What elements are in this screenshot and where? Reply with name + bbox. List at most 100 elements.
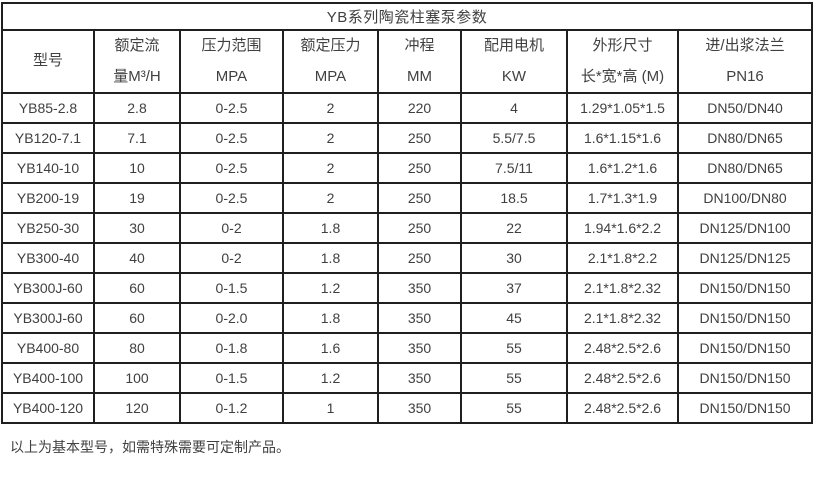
table-cell: 250 — [377, 242, 462, 274]
table-cell: 0-2.5 — [179, 92, 284, 124]
table-cell: 2.1*1.8*2.32 — [566, 302, 679, 334]
table-cell: 10 — [93, 152, 181, 184]
table-cell: 2.1*1.8*2.2 — [566, 242, 679, 274]
table-cell: 250 — [377, 122, 462, 154]
table-cell: 250 — [377, 152, 462, 184]
header-line: 进/出浆法兰 — [705, 37, 785, 54]
table-row: YB300J-60 60 0-1.5 1.2 350 37 2.1*1.8*2.… — [1, 272, 814, 304]
table-cell: 55 — [460, 332, 568, 364]
table-cell: YB250-30 — [1, 212, 95, 244]
page: YB系列陶瓷柱塞泵参数 型号 额定流 量M³/H 压力范围 MPA 额定压力 M… — [0, 2, 814, 455]
table-cell: 45 — [460, 302, 568, 334]
table-cell: 1.2 — [282, 362, 379, 394]
table-cell: DN50/DN40 — [676, 92, 814, 124]
column-header-model: 型号 — [1, 29, 95, 94]
table-cell: YB400-100 — [1, 362, 95, 394]
table-cell: 30 — [460, 242, 568, 274]
table-cell: 55 — [460, 392, 568, 424]
table-cell: DN150/DN150 — [676, 302, 814, 334]
table-cell: 1.29*1.05*1.5 — [566, 92, 679, 124]
table-cell: 350 — [377, 392, 462, 424]
header-line: 量M³/H — [113, 67, 161, 85]
table-cell: 250 — [377, 182, 462, 214]
table-cell: 30 — [93, 212, 181, 244]
table-title: YB系列陶瓷柱塞泵参数 — [0, 2, 814, 31]
table-cell: 22 — [460, 212, 568, 244]
column-header-dimensions: 外形尺寸 长*宽*高 (M) — [566, 29, 679, 94]
table-cell: 2.1*1.8*2.32 — [566, 272, 679, 304]
table-cell: 55 — [460, 362, 568, 394]
table-cell: YB400-120 — [1, 392, 95, 424]
table-cell: 120 — [93, 392, 181, 424]
table-cell: 1.6*1.2*1.6 — [566, 152, 679, 184]
table-cell: 220 — [377, 92, 462, 124]
table-row: YB140-10 10 0-2.5 2 250 7.5/11 1.6*1.2*1… — [1, 152, 814, 184]
table-cell: 2.48*2.5*2.6 — [566, 392, 679, 424]
column-header-rated-pressure: 额定压力 MPA — [282, 29, 379, 94]
table-cell: DN125/DN100 — [676, 212, 814, 244]
table-cell: 4 — [460, 92, 568, 124]
table-cell: DN150/DN150 — [676, 272, 814, 304]
table-cell: 1.2 — [282, 272, 379, 304]
header-line: MPA — [314, 67, 347, 85]
column-header-motor-power: 配用电机 KW — [460, 29, 568, 94]
header-line: KW — [501, 67, 527, 85]
table-cell: YB300J-60 — [1, 272, 95, 304]
header-line: MM — [407, 67, 432, 85]
table-cell: DN150/DN150 — [676, 392, 814, 424]
table-cell: 350 — [377, 362, 462, 394]
table-row: YB120-7.1 7.1 0-2.5 2 250 5.5/7.5 1.6*1.… — [1, 122, 814, 154]
header-line: MPA — [215, 67, 248, 85]
table-cell: 0-2.5 — [179, 122, 284, 154]
table-cell: 0-1.2 — [179, 392, 284, 424]
table-cell: 1 — [282, 392, 379, 424]
header-line: 额定压力 — [300, 37, 361, 54]
column-header-rated-flow: 额定流 量M³/H — [93, 29, 181, 94]
table-cell: YB85-2.8 — [1, 92, 95, 124]
table-cell: 0-2 — [179, 242, 284, 274]
table-cell: YB400-80 — [1, 332, 95, 364]
table-cell: 0-2.5 — [179, 182, 284, 214]
table-cell: 7.5/11 — [460, 152, 568, 184]
table-cell: 2 — [282, 182, 379, 214]
table-row: YB250-30 30 0-2 1.8 250 22 1.94*1.6*2.2 … — [1, 212, 814, 244]
table-row: YB400-120 120 0-1.2 1 350 55 2.48*2.5*2.… — [1, 392, 814, 424]
table-cell: 2 — [282, 92, 379, 124]
column-header-stroke: 冲程 MM — [377, 29, 462, 94]
table-title-row: YB系列陶瓷柱塞泵参数 — [0, 2, 814, 31]
table-cell: 19 — [93, 182, 181, 214]
table-cell: 2 — [282, 152, 379, 184]
header-line: 额定流 — [114, 37, 160, 54]
column-header-flange: 进/出浆法兰 PN16 — [676, 29, 814, 94]
table-cell: DN80/DN65 — [676, 122, 814, 154]
header-line: 长*宽*高 (M) — [580, 67, 665, 85]
table-cell: 250 — [377, 212, 462, 244]
footer-note: 以上为基本型号，如需特殊需要可定制产品。 — [10, 439, 290, 455]
table-cell: DN100/DN80 — [676, 182, 814, 214]
table-cell: 37 — [460, 272, 568, 304]
table-row: YB300-40 40 0-2 1.8 250 30 2.1*1.8*2.2 D… — [1, 242, 814, 274]
table-cell: 2 — [282, 122, 379, 154]
table-row: YB200-19 19 0-2.5 2 250 18.5 1.7*1.3*1.9… — [1, 182, 814, 214]
header-line: PN16 — [726, 67, 764, 85]
table-cell: 60 — [93, 302, 181, 334]
table-cell: 0-1.8 — [179, 332, 284, 364]
column-header-pressure-range: 压力范围 MPA — [179, 29, 284, 94]
table-cell: YB140-10 — [1, 152, 95, 184]
table-cell: 18.5 — [460, 182, 568, 214]
header-line: 外形尺寸 — [592, 37, 653, 54]
table-row: YB300J-60 60 0-2.0 1.8 350 45 2.1*1.8*2.… — [1, 302, 814, 334]
header-line: 压力范围 — [201, 37, 262, 54]
table-cell: 2.8 — [93, 92, 181, 124]
table-cell: DN125/DN125 — [676, 242, 814, 274]
header-line: 冲程 — [404, 37, 435, 54]
table-cell: DN150/DN150 — [676, 362, 814, 394]
table-row: YB400-100 100 0-1.5 1.2 350 55 2.48*2.5*… — [1, 362, 814, 394]
table-cell: 0-2.5 — [179, 152, 284, 184]
table-cell: 60 — [93, 272, 181, 304]
table-cell: 1.6 — [282, 332, 379, 364]
table-cell: 7.1 — [93, 122, 181, 154]
table-cell: 350 — [377, 302, 462, 334]
table-cell: YB300J-60 — [1, 302, 95, 334]
header-line: 配用电机 — [483, 37, 544, 54]
